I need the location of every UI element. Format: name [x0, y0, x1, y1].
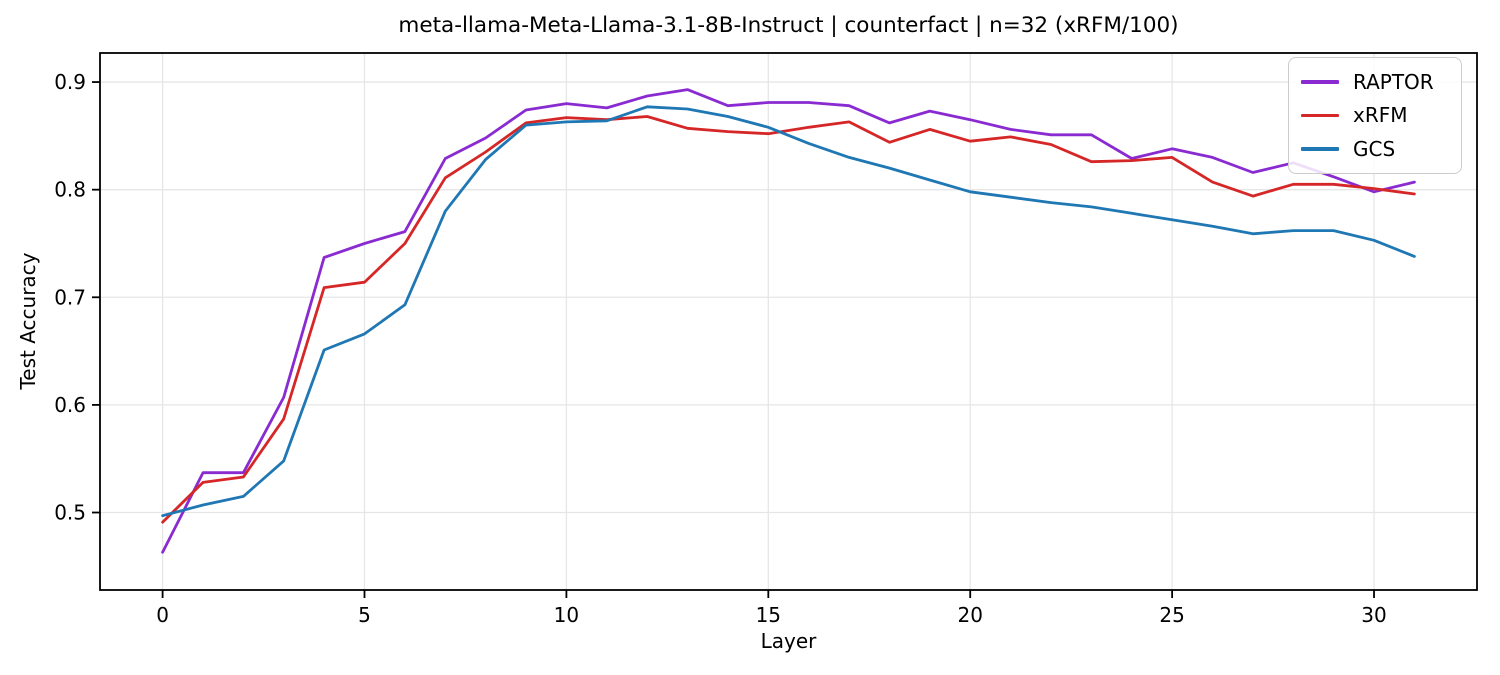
- y-tick-label-0.6: 0.6: [54, 393, 86, 417]
- x-tick-label-0: 0: [156, 603, 169, 627]
- x-tick-label-25: 25: [1159, 603, 1184, 627]
- axes-frame: [99, 52, 1478, 591]
- x-tick-label-20: 20: [957, 603, 982, 627]
- x-tick-label-30: 30: [1361, 603, 1386, 627]
- y-tick-label-0.9: 0.9: [54, 70, 86, 94]
- series-line-raptor: [161, 88, 1416, 554]
- legend-label-raptor: RAPTOR: [1353, 69, 1434, 94]
- x-axis-label: Layer: [760, 629, 817, 653]
- series-line-xrfm: [161, 115, 1416, 524]
- legend-line-raptor-icon: [1301, 80, 1339, 84]
- x-tick-label-10: 10: [554, 603, 579, 627]
- legend-line-xrfm-icon: [1301, 113, 1339, 118]
- x-tick-label-5: 5: [358, 603, 371, 627]
- legend-label-gcs: GCS: [1353, 137, 1396, 162]
- y-axis-label: Test Accuracy: [16, 252, 40, 390]
- series-line-gcs: [161, 105, 1416, 518]
- legend-label-xrfm: xRFM: [1353, 103, 1408, 128]
- chart-title: meta-llama-Meta-Llama-3.1-8B-Instruct | …: [398, 13, 1179, 38]
- y-tick-label-0.8: 0.8: [54, 178, 86, 202]
- legend-line-gcs-icon: [1301, 147, 1339, 151]
- legend: RAPTOR xRFM GCS: [1288, 57, 1462, 174]
- legend-item-raptor: RAPTOR: [1301, 71, 1449, 93]
- legend-item-xrfm: xRFM: [1301, 104, 1449, 126]
- x-tick-label-15: 15: [756, 603, 781, 627]
- legend-item-gcs: GCS: [1301, 138, 1449, 160]
- y-tick-label-0.7: 0.7: [54, 285, 86, 309]
- y-tick-label-0.5: 0.5: [54, 501, 86, 525]
